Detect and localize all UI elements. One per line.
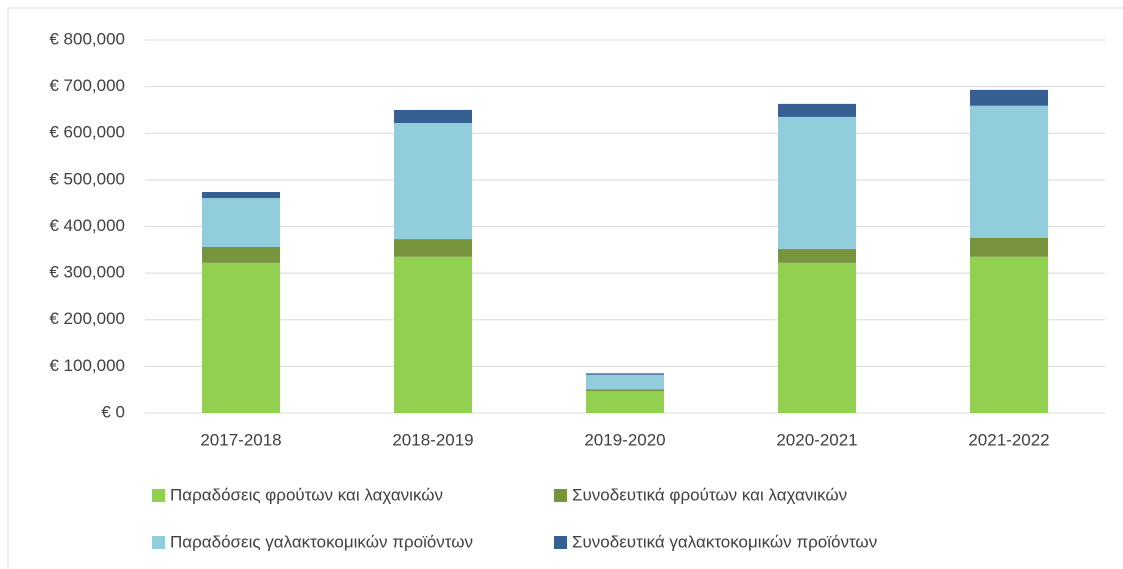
bar-segment <box>778 116 856 249</box>
bar-segment <box>970 237 1048 257</box>
y-tick-label: € 200,000 <box>49 309 125 328</box>
x-tick-label: 2021-2022 <box>968 430 1049 449</box>
bar-segment <box>970 105 1048 238</box>
y-tick-label: € 800,000 <box>49 29 125 48</box>
bar-segment <box>586 391 664 413</box>
y-tick-label: € 400,000 <box>49 216 125 235</box>
bar-segment <box>394 239 472 257</box>
bar-segment <box>394 256 472 413</box>
bar-segment <box>778 262 856 413</box>
legend-swatch <box>554 489 567 502</box>
y-tick-label: € 0 <box>101 402 125 421</box>
legend-swatch <box>152 536 165 549</box>
x-tick-label: 2020-2021 <box>776 430 857 449</box>
bar-segment <box>586 373 664 375</box>
bar-segment <box>586 389 664 392</box>
y-tick-label: € 300,000 <box>49 263 125 282</box>
legend-swatch <box>554 536 567 549</box>
y-tick-label: € 500,000 <box>49 169 125 188</box>
bar-segment <box>970 256 1048 413</box>
bar-segment <box>202 191 280 199</box>
bar-segment <box>202 247 280 263</box>
bar-segment <box>202 198 280 248</box>
x-tick-label: 2019-2020 <box>584 430 665 449</box>
bar-segment <box>778 103 856 117</box>
bar-segment <box>586 374 664 390</box>
x-tick-label: 2018-2019 <box>392 430 473 449</box>
bar-segment <box>394 122 472 240</box>
legend-label: Παραδόσεις φρούτων και λαχανικών <box>170 485 443 504</box>
bar-segment <box>202 262 280 413</box>
y-tick-label: € 700,000 <box>49 76 125 95</box>
bar-segment <box>778 248 856 263</box>
legend-label: Συνοδευτικά γαλακτοκομικών προϊόντων <box>572 532 877 551</box>
legend-label: Συνοδευτικά φρούτων και λαχανικών <box>572 485 847 504</box>
y-tick-label: € 100,000 <box>49 356 125 375</box>
y-tick-label: € 600,000 <box>49 123 125 142</box>
bar-segment <box>394 109 472 123</box>
bar-segment <box>970 89 1048 106</box>
legend-swatch <box>152 489 165 502</box>
legend-label: Παραδόσεις γαλακτοκομικών προϊόντων <box>170 532 473 551</box>
x-tick-label: 2017-2018 <box>200 430 281 449</box>
